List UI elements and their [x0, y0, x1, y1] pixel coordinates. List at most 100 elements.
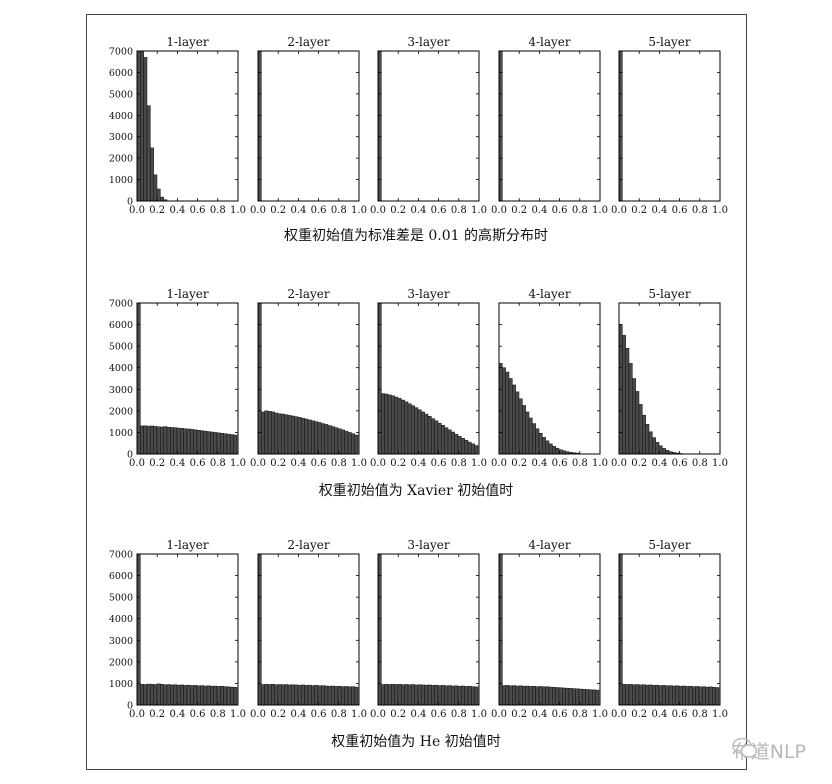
histogram-bar [170, 684, 174, 706]
histogram-bar [304, 685, 309, 706]
x-tick-label: 0.6 [552, 709, 568, 720]
histogram-bar [502, 367, 506, 455]
panel-axes [136, 553, 239, 706]
histogram-bar [216, 432, 221, 455]
histogram-bar [588, 689, 593, 706]
histogram-bar [461, 685, 465, 706]
panel-title: 3-layer [407, 287, 450, 301]
histogram-bar [206, 431, 211, 455]
histogram-bar [662, 448, 666, 455]
histogram-bar [183, 428, 188, 455]
x-tick-label: 0.0 [370, 205, 386, 216]
histogram-bar [431, 418, 435, 455]
histogram-bar [451, 685, 455, 706]
panel-title: 4-layer [528, 35, 571, 49]
x-tick-label: 0.2 [149, 205, 165, 216]
histogram-bar [140, 684, 144, 706]
histogram-bar [226, 686, 231, 706]
histogram-bar [314, 421, 319, 455]
histogram-bar [223, 686, 228, 706]
histogram-bar [411, 405, 415, 455]
histogram-bar [193, 429, 198, 455]
histogram-bar [146, 683, 151, 706]
x-tick-label: 0.4 [169, 205, 185, 216]
histogram-bar [447, 685, 452, 706]
histogram-bar [384, 684, 389, 706]
histogram-bar [695, 686, 700, 706]
x-tick-label: 0.8 [451, 205, 467, 216]
x-tick-label: 0.2 [511, 709, 527, 720]
histogram-bar [552, 445, 556, 455]
histogram-bar [143, 57, 148, 202]
x-tick-label: 0.8 [572, 458, 588, 469]
panel-axes [498, 50, 601, 202]
y-tick-label: 2000 [109, 406, 133, 417]
panel-axes [257, 553, 360, 706]
x-tick-label: 0.6 [311, 205, 327, 216]
x-tick-label: 0.0 [370, 458, 386, 469]
panel-axes [618, 50, 721, 202]
histogram-bar [715, 687, 720, 706]
histogram-bar [628, 684, 633, 706]
histogram-bar [441, 425, 445, 455]
panel-title: 2-layer [287, 538, 330, 552]
x-tick-label: 1.0 [230, 709, 246, 720]
y-tick-label: 6000 [109, 571, 133, 582]
histogram-bar [434, 684, 439, 706]
x-tick-label: 1.0 [351, 458, 367, 469]
histogram-bar [153, 426, 158, 455]
histogram-bar [414, 684, 419, 706]
histogram-bar [548, 443, 553, 455]
histogram-bar [444, 685, 449, 706]
histogram-bar [444, 427, 449, 455]
histogram-bar [304, 418, 309, 455]
x-tick-label: 0.6 [672, 458, 688, 469]
histogram-bar [512, 685, 516, 706]
histogram-bar [417, 409, 422, 455]
histogram-bar [311, 420, 315, 455]
histogram-bar [652, 685, 656, 706]
histogram-bar [688, 685, 693, 706]
y-tick-label: 0 [127, 197, 133, 208]
histogram-bar [568, 688, 573, 706]
panel-title: 3-layer [407, 538, 450, 552]
histogram-bar [163, 426, 168, 455]
x-tick-label: 0.4 [531, 205, 547, 216]
histogram-bar [166, 427, 171, 455]
wechat-icon [731, 737, 758, 758]
histogram-bar [287, 415, 292, 455]
histogram-bar [351, 433, 355, 455]
histogram-bar [447, 429, 452, 455]
x-tick-label: 0.6 [431, 205, 447, 216]
row-caption: 权重初始值为 He 初始值时 [331, 733, 500, 750]
y-tick-label: 3000 [109, 385, 133, 396]
x-tick-label: 0.4 [410, 709, 426, 720]
histogram-bar [407, 403, 412, 455]
histogram-bar [150, 684, 154, 706]
x-tick-label: 0.6 [431, 458, 447, 469]
histogram-bar [421, 411, 425, 455]
histogram-bar [334, 427, 339, 455]
x-tick-label: 0.2 [270, 205, 286, 216]
histogram-bar [261, 411, 265, 455]
histogram-bar [675, 685, 680, 706]
histogram-bar [562, 687, 566, 706]
histogram-bar [150, 425, 154, 455]
histogram-bar [401, 399, 405, 455]
histogram-bar [528, 417, 533, 455]
x-tick-label: 0.0 [129, 709, 145, 720]
x-tick-label: 1.0 [471, 709, 487, 720]
histogram-bar [230, 686, 234, 706]
histogram-bar [522, 405, 526, 455]
histogram-bar [203, 685, 208, 706]
histogram-bar [140, 425, 144, 455]
histogram-bar [166, 684, 171, 706]
x-tick-label: 1.0 [351, 709, 367, 720]
histogram-bar [140, 50, 144, 202]
histogram-bar [220, 433, 224, 455]
histogram-bar [407, 684, 412, 706]
histogram-bar [645, 423, 650, 455]
x-tick-label: 1.0 [351, 205, 367, 216]
histogram-bar [321, 423, 325, 455]
